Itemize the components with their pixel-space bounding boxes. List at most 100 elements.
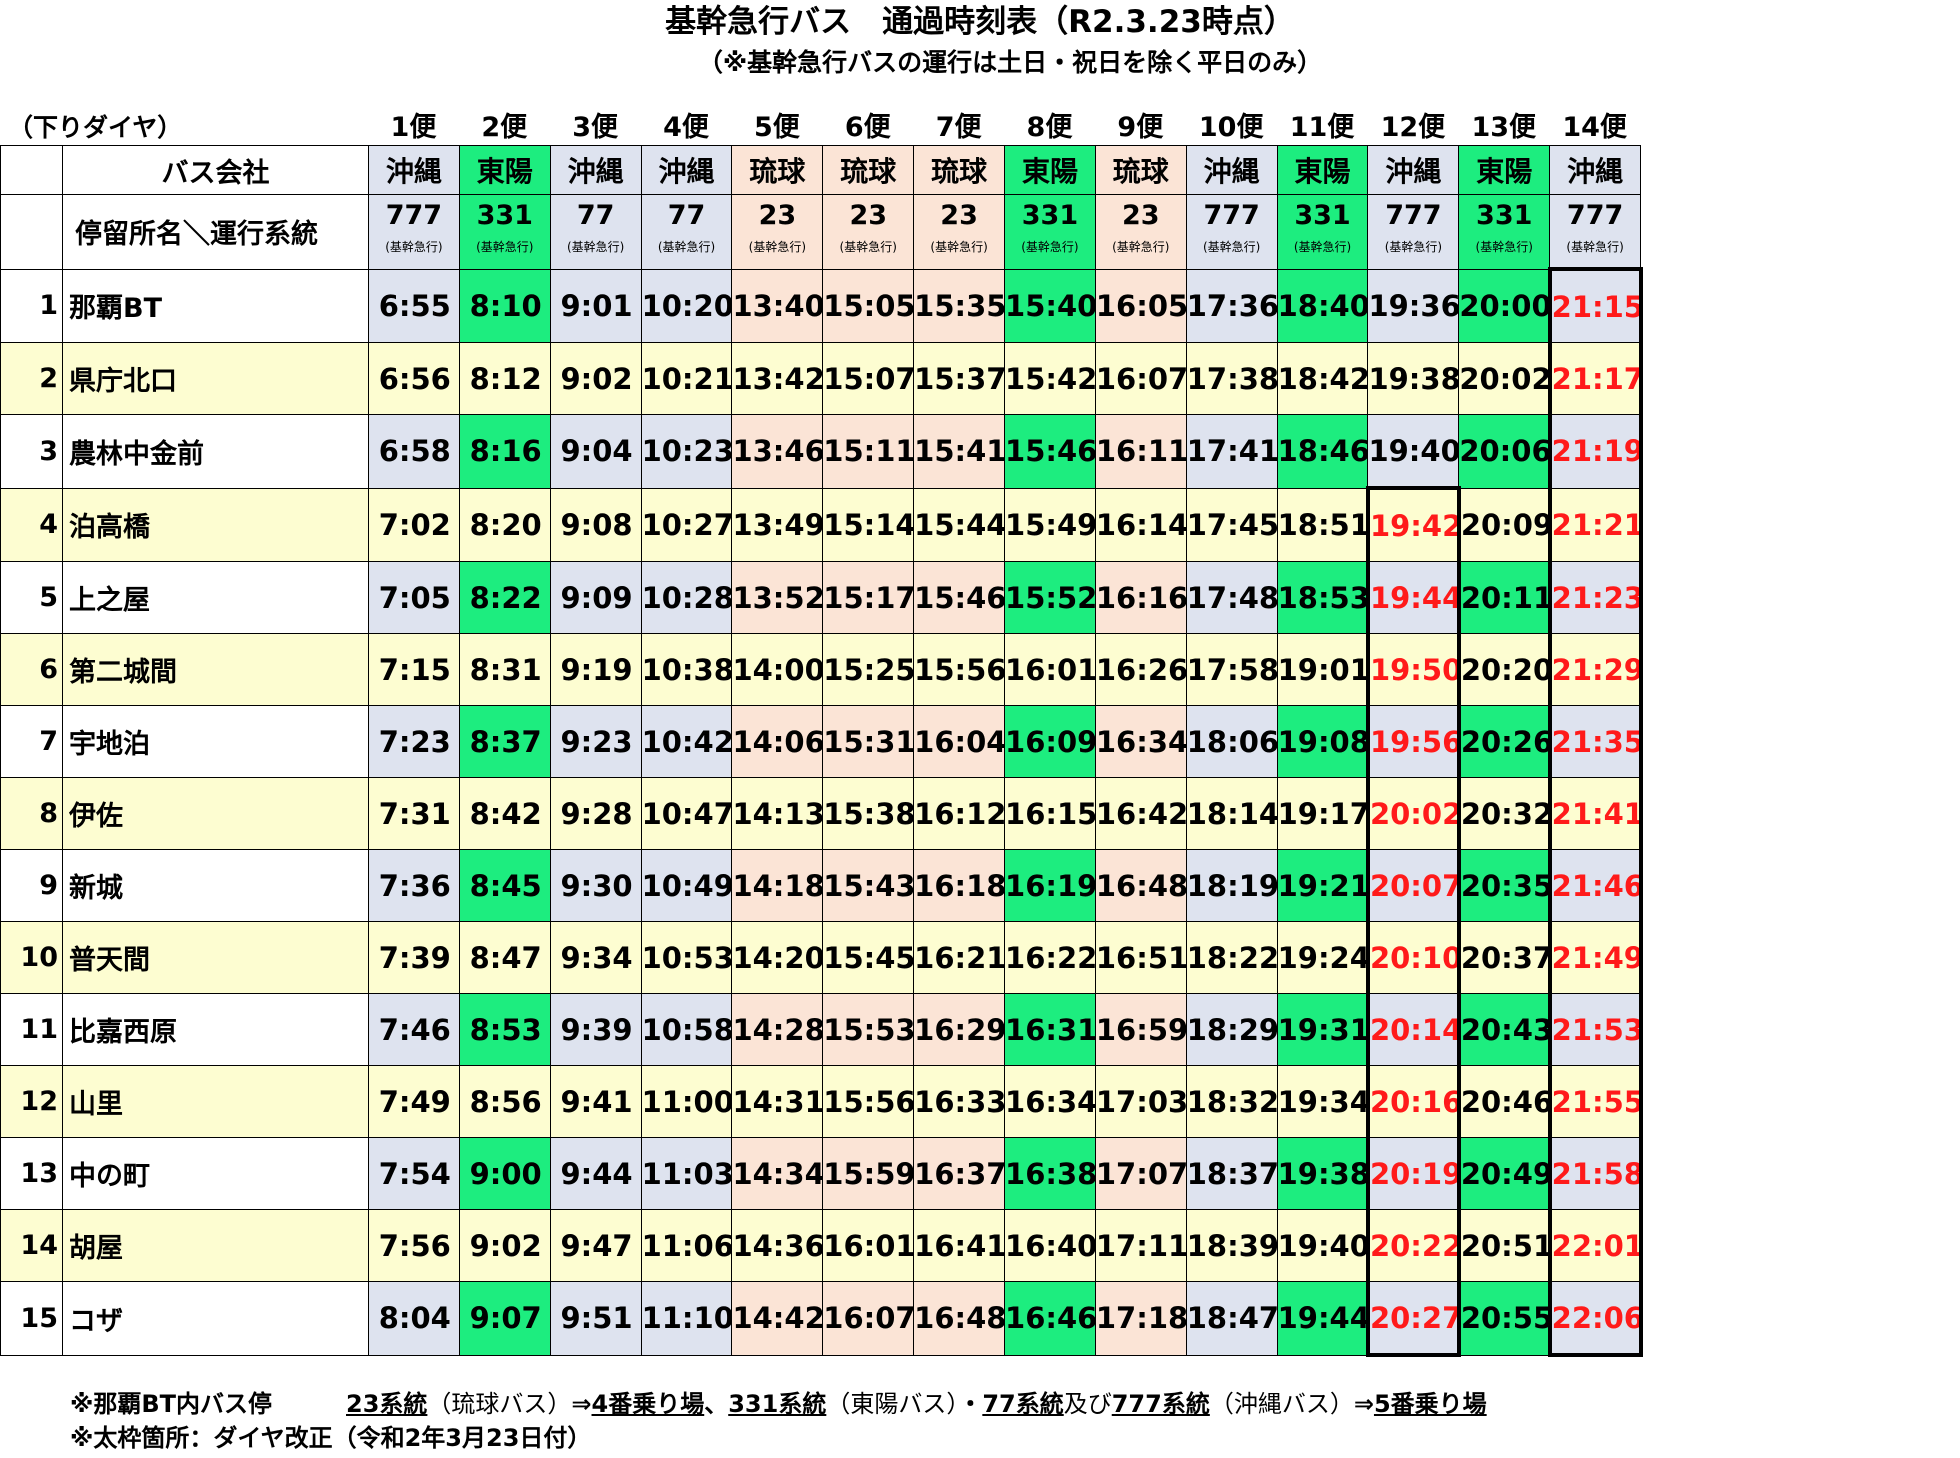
footnote-revision: ※太枠箇所：ダイヤ改正（令和2年3月23日付） — [70, 1424, 592, 1452]
company-cell: 沖縄 — [1367, 145, 1460, 195]
system-subtitle: (基幹急行) — [1475, 240, 1533, 254]
stop-number: 14 — [0, 1209, 63, 1282]
time-cell: 9:41 — [549, 1065, 642, 1138]
time-cell: 7:54 — [368, 1137, 460, 1210]
stop-number: 11 — [0, 993, 63, 1066]
note-route-777: 777系統 — [1111, 1390, 1210, 1418]
time-cell: 10:28 — [640, 561, 733, 634]
time-cell: 18:37 — [1185, 1137, 1278, 1210]
time-cell: 20:22 — [1365, 1209, 1461, 1282]
time-cell: 8:31 — [458, 633, 551, 706]
time-cell: 20:35 — [1458, 849, 1551, 922]
corner-cell — [0, 194, 63, 270]
trip-label-11: 11便 — [1289, 112, 1355, 143]
system-number: 23 — [940, 200, 978, 231]
system-number: 77 — [576, 200, 615, 231]
time-cell: 20:32 — [1458, 777, 1551, 850]
time-cell: 17:07 — [1094, 1137, 1187, 1210]
time-cell: 10:20 — [640, 268, 733, 343]
time-cell: 20:46 — [1458, 1065, 1551, 1138]
time-cell: 20:02 — [1458, 342, 1551, 415]
time-cell: 8:22 — [458, 561, 551, 634]
time-cell: 15:37 — [913, 342, 1006, 415]
time-cell: 8:37 — [458, 705, 551, 778]
time-cell: 16:16 — [1094, 561, 1187, 634]
time-cell: 21:21 — [1547, 487, 1643, 562]
system-subtitle: (基幹急行) — [566, 240, 625, 254]
time-cell: 9:34 — [549, 921, 642, 994]
time-cell: 9:02 — [549, 342, 642, 415]
time-cell: 8:04 — [368, 1281, 460, 1356]
time-cell: 15:38 — [822, 777, 915, 850]
time-cell: 9:08 — [549, 487, 642, 562]
time-cell: 17:41 — [1185, 414, 1278, 489]
time-cell: 18:40 — [1276, 268, 1369, 343]
time-cell: 9:51 — [549, 1281, 642, 1356]
time-cell: 21:46 — [1547, 849, 1643, 922]
stop-name: 普天間 — [62, 921, 369, 994]
stop-name: 山里 — [62, 1065, 369, 1138]
time-cell: 17:48 — [1185, 561, 1278, 634]
time-cell: 14:20 — [731, 921, 824, 994]
time-cell: 8:20 — [458, 487, 551, 562]
note-route-331: 331系統 — [728, 1390, 827, 1418]
system-number: 23 — [849, 200, 888, 231]
stop-number: 9 — [0, 849, 63, 922]
time-cell: 16:01 — [822, 1209, 915, 1282]
time-cell: 9:07 — [458, 1281, 551, 1356]
time-cell: 19:44 — [1365, 561, 1461, 634]
system-cell: 331 (基幹急行) — [1004, 194, 1096, 270]
table-row: 12 山里 7:49 8:56 9:41 11:00 14:31 15:56 16:33 16:3… — [0, 1065, 1643, 1138]
time-cell: 14:36 — [731, 1209, 824, 1282]
note-company-toyo: （東陽バス） — [826, 1390, 959, 1418]
time-cell: 7:02 — [368, 487, 460, 562]
time-cell: 9:44 — [549, 1137, 642, 1210]
time-cell: 22:06 — [1547, 1281, 1643, 1357]
note-separator: 、 — [704, 1390, 729, 1418]
company-cell: 沖縄 — [549, 145, 642, 195]
time-cell: 19:44 — [1276, 1281, 1369, 1356]
time-cell: 15:25 — [822, 633, 915, 706]
table-row: 14 胡屋 7:56 9:02 9:47 11:06 14:36 16:01 16:41 16:4… — [0, 1209, 1643, 1282]
stop-name: 伊佐 — [62, 777, 369, 850]
time-cell: 8:53 — [458, 993, 551, 1066]
time-cell: 7:05 — [368, 561, 460, 634]
time-cell: 17:11 — [1094, 1209, 1187, 1282]
trip-label-5: 5便 — [753, 112, 800, 143]
time-cell: 20:10 — [1365, 921, 1461, 994]
company-cell: 東陽 — [1004, 145, 1096, 195]
time-cell: 16:42 — [1094, 777, 1187, 850]
time-cell: 18:32 — [1185, 1065, 1278, 1138]
system-number: 23 — [1122, 200, 1160, 231]
time-cell: 16:05 — [1094, 268, 1187, 343]
stop-name: 那覇BT — [62, 268, 369, 343]
time-cell: 16:07 — [822, 1281, 915, 1356]
table-row: 5 上之屋 7:05 8:22 9:09 10:28 13:52 15:17 15:46 15:5… — [0, 561, 1643, 634]
system-cell: 331 (基幹急行) — [1458, 194, 1551, 270]
time-cell: 14:31 — [731, 1065, 824, 1138]
timetable: バス会社 沖縄 東陽 沖縄 沖縄 琉球 琉球 琉球 東陽 琉球 沖縄 東陽 沖縄 東陽 沖縄 停留所名＼運… — [0, 145, 1643, 1357]
time-cell: 21:23 — [1547, 561, 1643, 634]
note-arrow: ⇒ — [1353, 1390, 1374, 1418]
company-cell: 琉球 — [913, 145, 1006, 195]
time-cell: 20:00 — [1458, 268, 1551, 343]
time-cell: 7:39 — [368, 921, 460, 994]
table-row: 8 伊佐 7:31 8:42 9:28 10:47 14:13 15:38 16:12 16:15… — [0, 777, 1643, 850]
time-cell: 16:51 — [1094, 921, 1187, 994]
trip-label-1: 1便 — [390, 112, 437, 143]
company-cell: 沖縄 — [1185, 145, 1278, 195]
time-cell: 21:49 — [1547, 921, 1643, 994]
stop-name: 胡屋 — [62, 1209, 369, 1282]
stop-system-header: 停留所名＼運行系統 — [62, 194, 369, 270]
time-cell: 14:06 — [731, 705, 824, 778]
system-cell: 331 (基幹急行) — [458, 194, 551, 270]
stop-number: 10 — [0, 921, 63, 994]
system-subtitle: (基幹急行) — [1202, 240, 1261, 254]
note-berth-4: 4番乗り場 — [591, 1390, 705, 1418]
time-cell: 18:14 — [1185, 777, 1278, 850]
time-cell: 9:02 — [458, 1209, 551, 1282]
time-cell: 9:30 — [549, 849, 642, 922]
time-cell: 15:52 — [1004, 561, 1096, 634]
time-cell: 17:38 — [1185, 342, 1278, 415]
time-cell: 19:34 — [1276, 1065, 1369, 1138]
